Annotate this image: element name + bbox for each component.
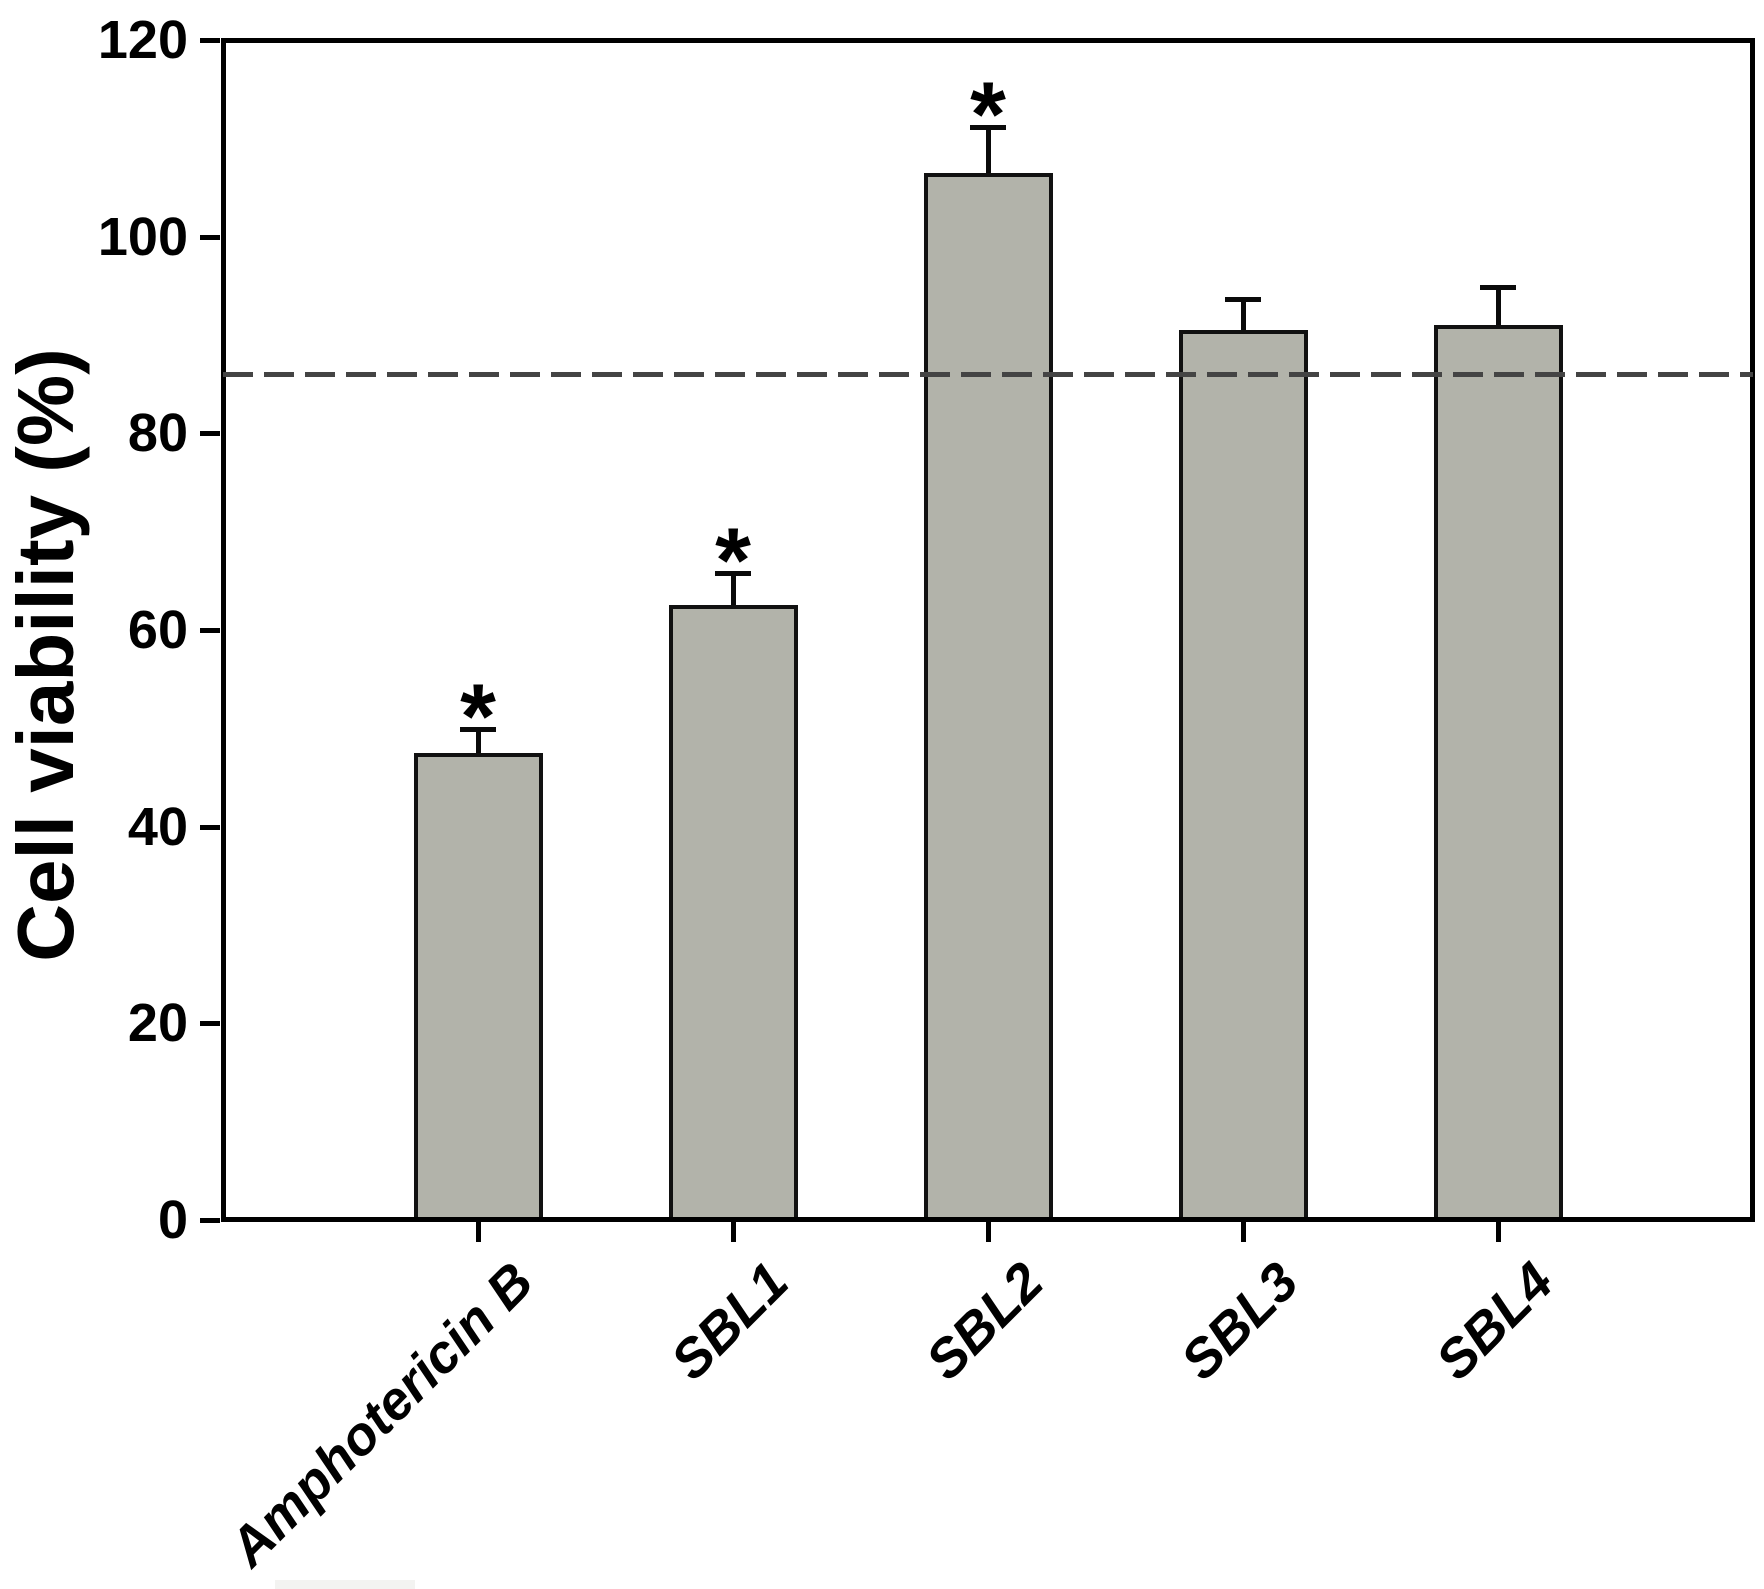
- y-axis-tick: [200, 431, 220, 437]
- error-bar-sbl4: [1496, 286, 1501, 332]
- reference-line: [223, 372, 1753, 378]
- y-axis-tick: [200, 628, 220, 633]
- y-axis-tick-label: 120: [97, 10, 188, 70]
- y-axis-tick-label: 40: [127, 796, 188, 857]
- bar-sbl3: [1178, 330, 1308, 1222]
- error-bar-sbl3: [1241, 298, 1246, 337]
- y-axis-tick-label: 80: [127, 403, 188, 464]
- error-bar-cap-sbl2: [970, 124, 1006, 130]
- plot-frame: [221, 38, 1755, 1222]
- error-bar-amphotericin-b: [476, 729, 481, 759]
- y-axis-tick-label: 100: [97, 206, 188, 267]
- bar-amphotericin-b: [413, 752, 543, 1222]
- significance-marker-amphotericin-b: *: [460, 666, 496, 769]
- error-bar-cap-amphotericin-b: [460, 727, 496, 733]
- error-bar-cap-sbl1: [715, 570, 751, 576]
- y-axis-tick-label: 20: [127, 993, 188, 1054]
- error-bar-sbl1: [731, 572, 736, 612]
- y-axis-tick: [200, 1218, 220, 1223]
- y-axis-tick: [200, 824, 220, 830]
- y-axis-tick: [200, 1021, 220, 1027]
- x-axis-tick-label-sbl2: SBL2: [914, 1251, 1055, 1392]
- y-axis-tick: [200, 38, 220, 43]
- x-axis-tick-label-amphotericin-b: Amphotericin B: [218, 1251, 545, 1578]
- y-axis-tick: [200, 234, 220, 240]
- scan-artifact: [275, 1580, 415, 1589]
- significance-marker-sbl2: *: [970, 63, 1006, 166]
- x-axis-tick: [1241, 1218, 1246, 1242]
- y-axis-title: Cell viability (%): [1, 348, 90, 962]
- x-axis-tick-label-sbl4: SBL4: [1424, 1251, 1565, 1392]
- x-axis-tick-label-sbl1: SBL1: [659, 1251, 800, 1392]
- error-bar-cap-sbl3: [1225, 296, 1261, 302]
- y-axis-tick-label: 0: [157, 1190, 188, 1250]
- x-axis-tick-label-sbl3: SBL3: [1169, 1251, 1310, 1392]
- bar-sbl1: [668, 605, 798, 1222]
- x-axis-tick: [1496, 1218, 1501, 1242]
- bar-sbl2: [923, 172, 1053, 1222]
- significance-marker-sbl1: *: [715, 509, 751, 612]
- x-axis-tick: [731, 1218, 736, 1242]
- x-axis-tick: [476, 1218, 481, 1242]
- x-axis-tick: [986, 1218, 991, 1242]
- error-bar-cap-sbl4: [1480, 284, 1516, 290]
- y-axis-tick-label: 60: [127, 600, 188, 660]
- bar-sbl4: [1433, 325, 1563, 1222]
- error-bar-sbl2: [986, 126, 991, 179]
